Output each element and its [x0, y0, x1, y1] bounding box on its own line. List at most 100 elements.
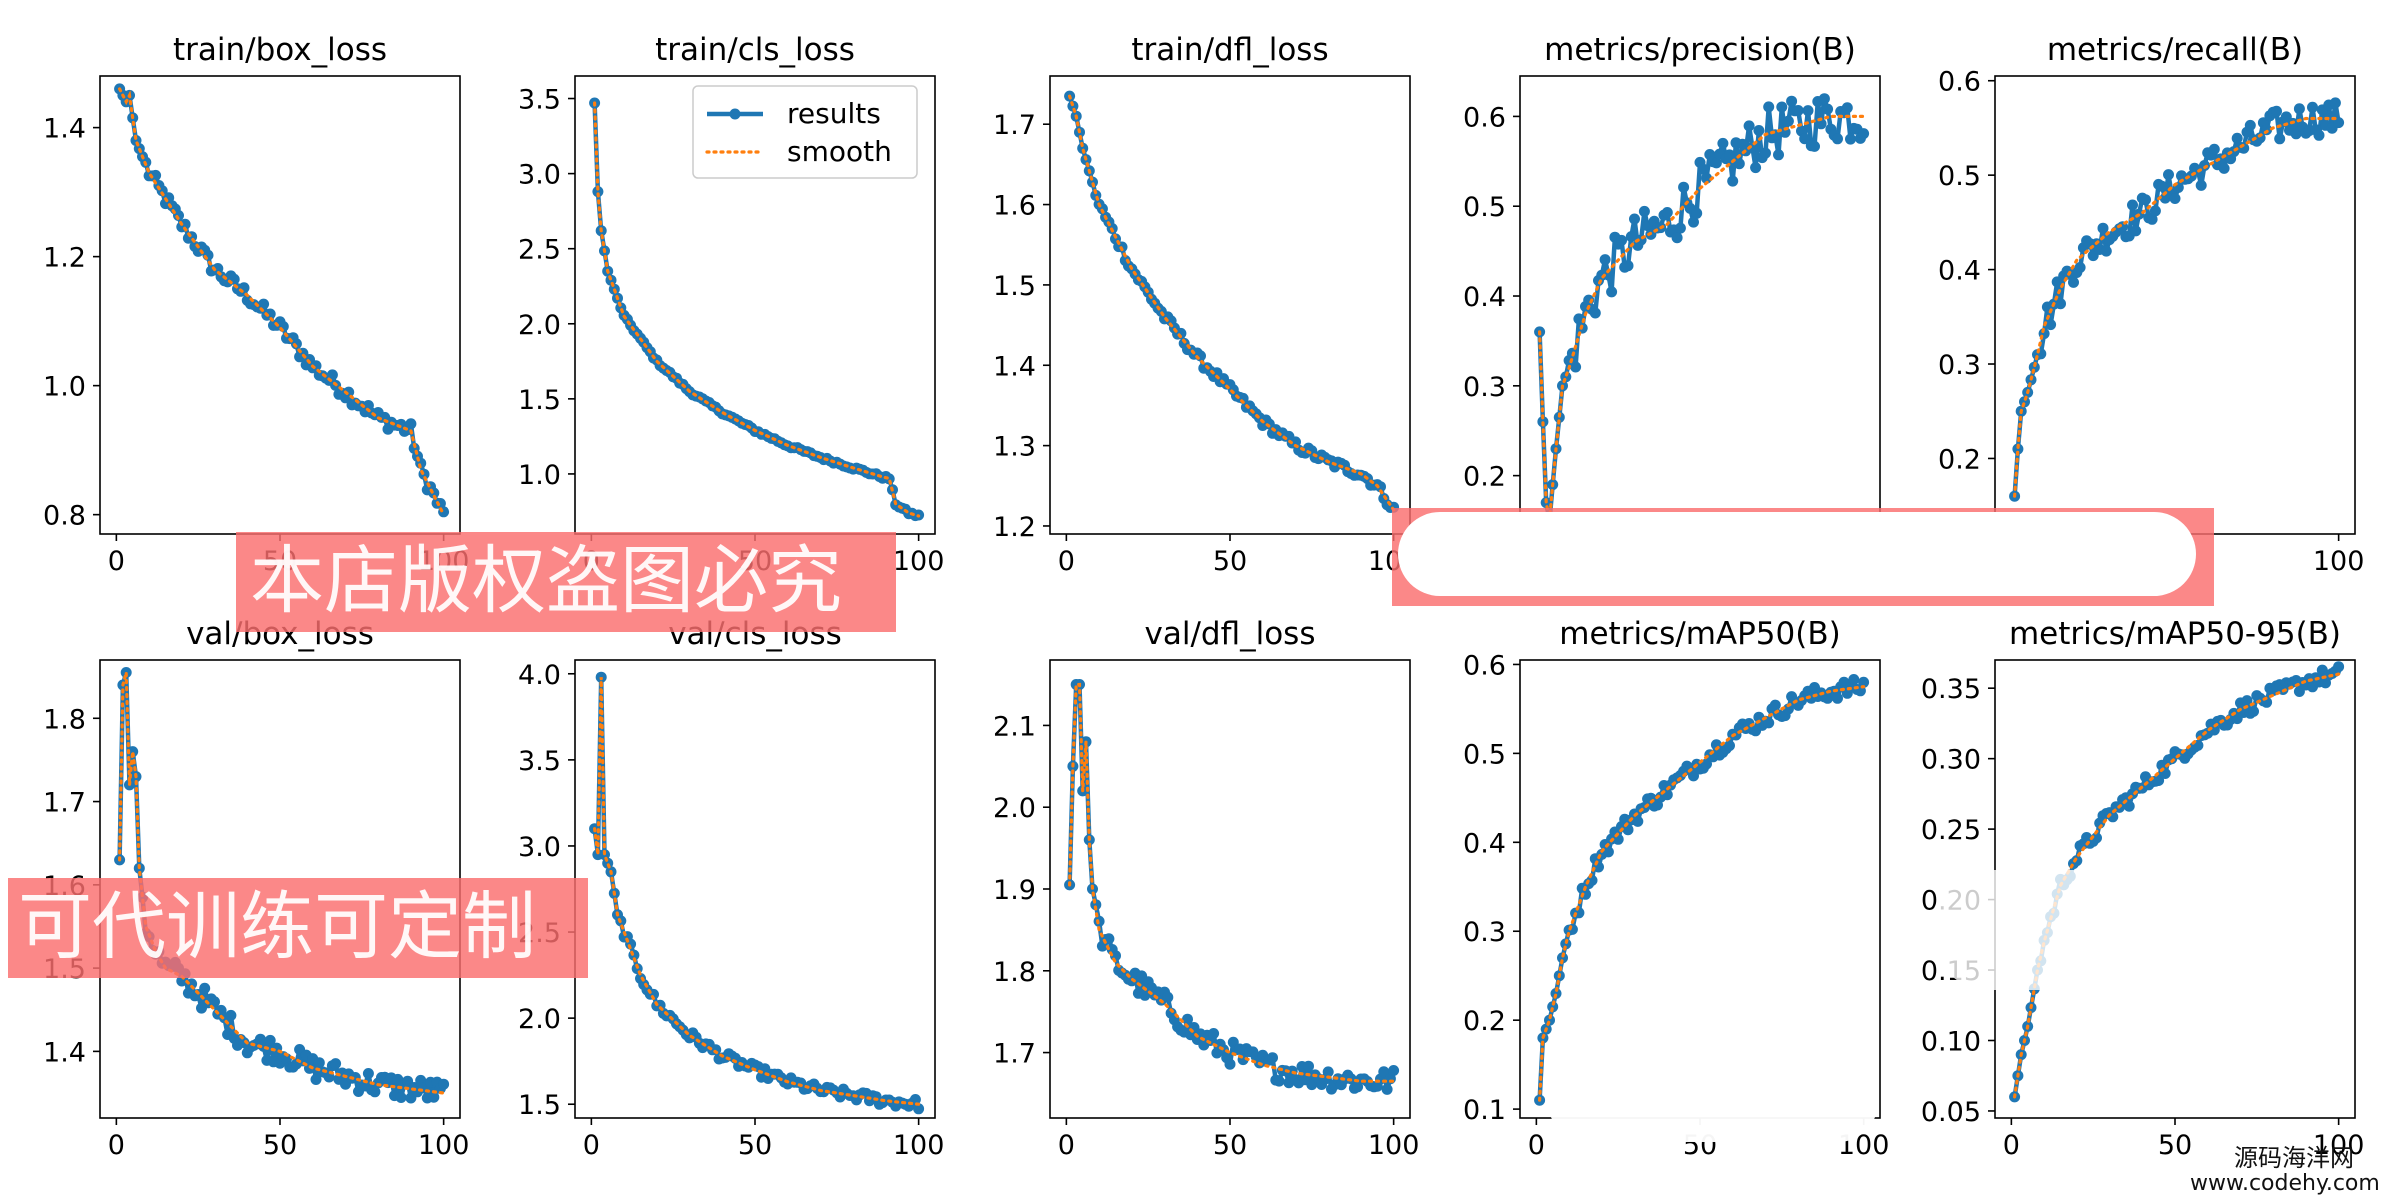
results-point [1848, 674, 1860, 685]
x-tick-label: 0 [108, 1130, 125, 1161]
site-watermark-name: 源码海洋网 [2234, 1144, 2354, 1172]
results-point [1625, 231, 1637, 243]
y-tick-label: 2.0 [518, 310, 561, 341]
smooth-line [1537, 685, 1866, 1102]
y-tick-label: 0.30 [1921, 745, 1981, 776]
results-point [2097, 222, 2109, 234]
results-point [2333, 661, 2345, 673]
y-tick-label: 0.6 [1463, 102, 1506, 133]
results-point [1691, 207, 1703, 219]
results-point [2274, 133, 2286, 145]
results-point [127, 746, 139, 758]
results-point [2074, 262, 2086, 273]
x-tick-label: 0 [1058, 1130, 1075, 1161]
smooth-line [2012, 116, 2341, 498]
results-point [1818, 93, 1830, 105]
results-point [1678, 181, 1690, 193]
x-tick-label: 50 [2158, 1130, 2192, 1161]
y-tick-label: 1.2 [43, 243, 86, 274]
results-point [369, 1086, 381, 1098]
results-point [1560, 938, 1572, 950]
y-tick-label: 2.0 [993, 793, 1036, 824]
results-point [1602, 846, 1614, 858]
results-point [2163, 169, 2174, 181]
results-point [592, 186, 604, 198]
results-point [1841, 102, 1853, 114]
results-point [1724, 149, 1735, 161]
results-point [1182, 1013, 1193, 1025]
results-point [2329, 97, 2341, 109]
results-point [2091, 832, 2102, 844]
results-point [1560, 371, 1572, 383]
x-tick-label: 0 [1528, 1130, 1545, 1161]
y-tick-label: 4.0 [518, 660, 561, 691]
results-point [2149, 205, 2161, 217]
results-point [1087, 176, 1098, 188]
y-tick-label: 1.8 [43, 704, 86, 735]
x-tick-label: 50 [1213, 546, 1247, 577]
y-tick-label: 3.0 [518, 160, 561, 191]
results-point [1799, 133, 1811, 145]
results-point [2100, 245, 2112, 257]
smooth-line [592, 677, 921, 1106]
results-point [264, 1034, 276, 1046]
y-tick-label: 1.0 [518, 460, 561, 491]
results-point [1544, 1014, 1555, 1026]
results-point [1622, 260, 1634, 272]
y-tick-label: 3.5 [518, 746, 561, 777]
results-point [2195, 179, 2207, 191]
results-point [2333, 117, 2345, 129]
results-point [1388, 1065, 1400, 1076]
smooth-line [592, 101, 921, 518]
results-point [1589, 307, 1601, 319]
y-tick-label: 1.7 [993, 110, 1036, 141]
results-point [2146, 213, 2158, 225]
results-point [1760, 147, 1771, 159]
results-point [1769, 699, 1781, 711]
results-point [1809, 140, 1820, 152]
results-point [2254, 132, 2266, 144]
results-point [1606, 286, 1618, 298]
results-point [1763, 717, 1775, 729]
y-tick-label: 1.5 [993, 271, 1036, 302]
site-watermark-url: www.codehy.com [2190, 1171, 2380, 1196]
chart-8: val/dfl_loss 0 50 100 1.7 1.8 1.9 2.0 2.1 [993, 616, 1419, 1161]
results-point [1733, 158, 1745, 170]
x-tick-label: 100 [893, 1130, 945, 1161]
y-tick-label: 1.9 [993, 875, 1036, 906]
x-tick-label: 100 [418, 1130, 470, 1161]
y-tick-label: 0.3 [1463, 372, 1506, 403]
results-point [2068, 276, 2079, 288]
results-point [1727, 175, 1739, 187]
results-point [150, 169, 162, 181]
y-tick-label: 0.05 [1921, 1097, 1981, 1128]
y-tick-label: 0.5 [1463, 192, 1506, 223]
x-tick-label: 0 [108, 546, 125, 577]
results-point [1832, 133, 1843, 145]
chart-title: train/cls_loss [655, 32, 855, 68]
results-point [1701, 172, 1712, 184]
results-point [1671, 232, 1683, 244]
results-point [2241, 695, 2253, 707]
chart-title: metrics/recall(B) [2047, 32, 2303, 68]
results-point [2307, 101, 2318, 113]
legend-results-label: results [787, 97, 881, 130]
results-point [1858, 676, 1870, 688]
results-line [1067, 95, 1394, 510]
results-point [909, 1094, 921, 1105]
results-point [1322, 1066, 1334, 1078]
results-point [1688, 216, 1699, 228]
y-tick-label: 3.0 [518, 832, 561, 863]
x-tick-label: 100 [1368, 1130, 1420, 1161]
results-point [2313, 129, 2325, 141]
legend-results-marker [729, 108, 741, 120]
results-point [2156, 180, 2168, 192]
results-point [1786, 95, 1798, 107]
y-tick-label: 0.25 [1921, 815, 1981, 846]
results-point [1616, 234, 1627, 246]
plot-frame [1049, 659, 1411, 1119]
y-tick-label: 2.1 [993, 711, 1036, 742]
chart-1: train/box_loss0501000.81.01.21.4 [43, 32, 469, 577]
